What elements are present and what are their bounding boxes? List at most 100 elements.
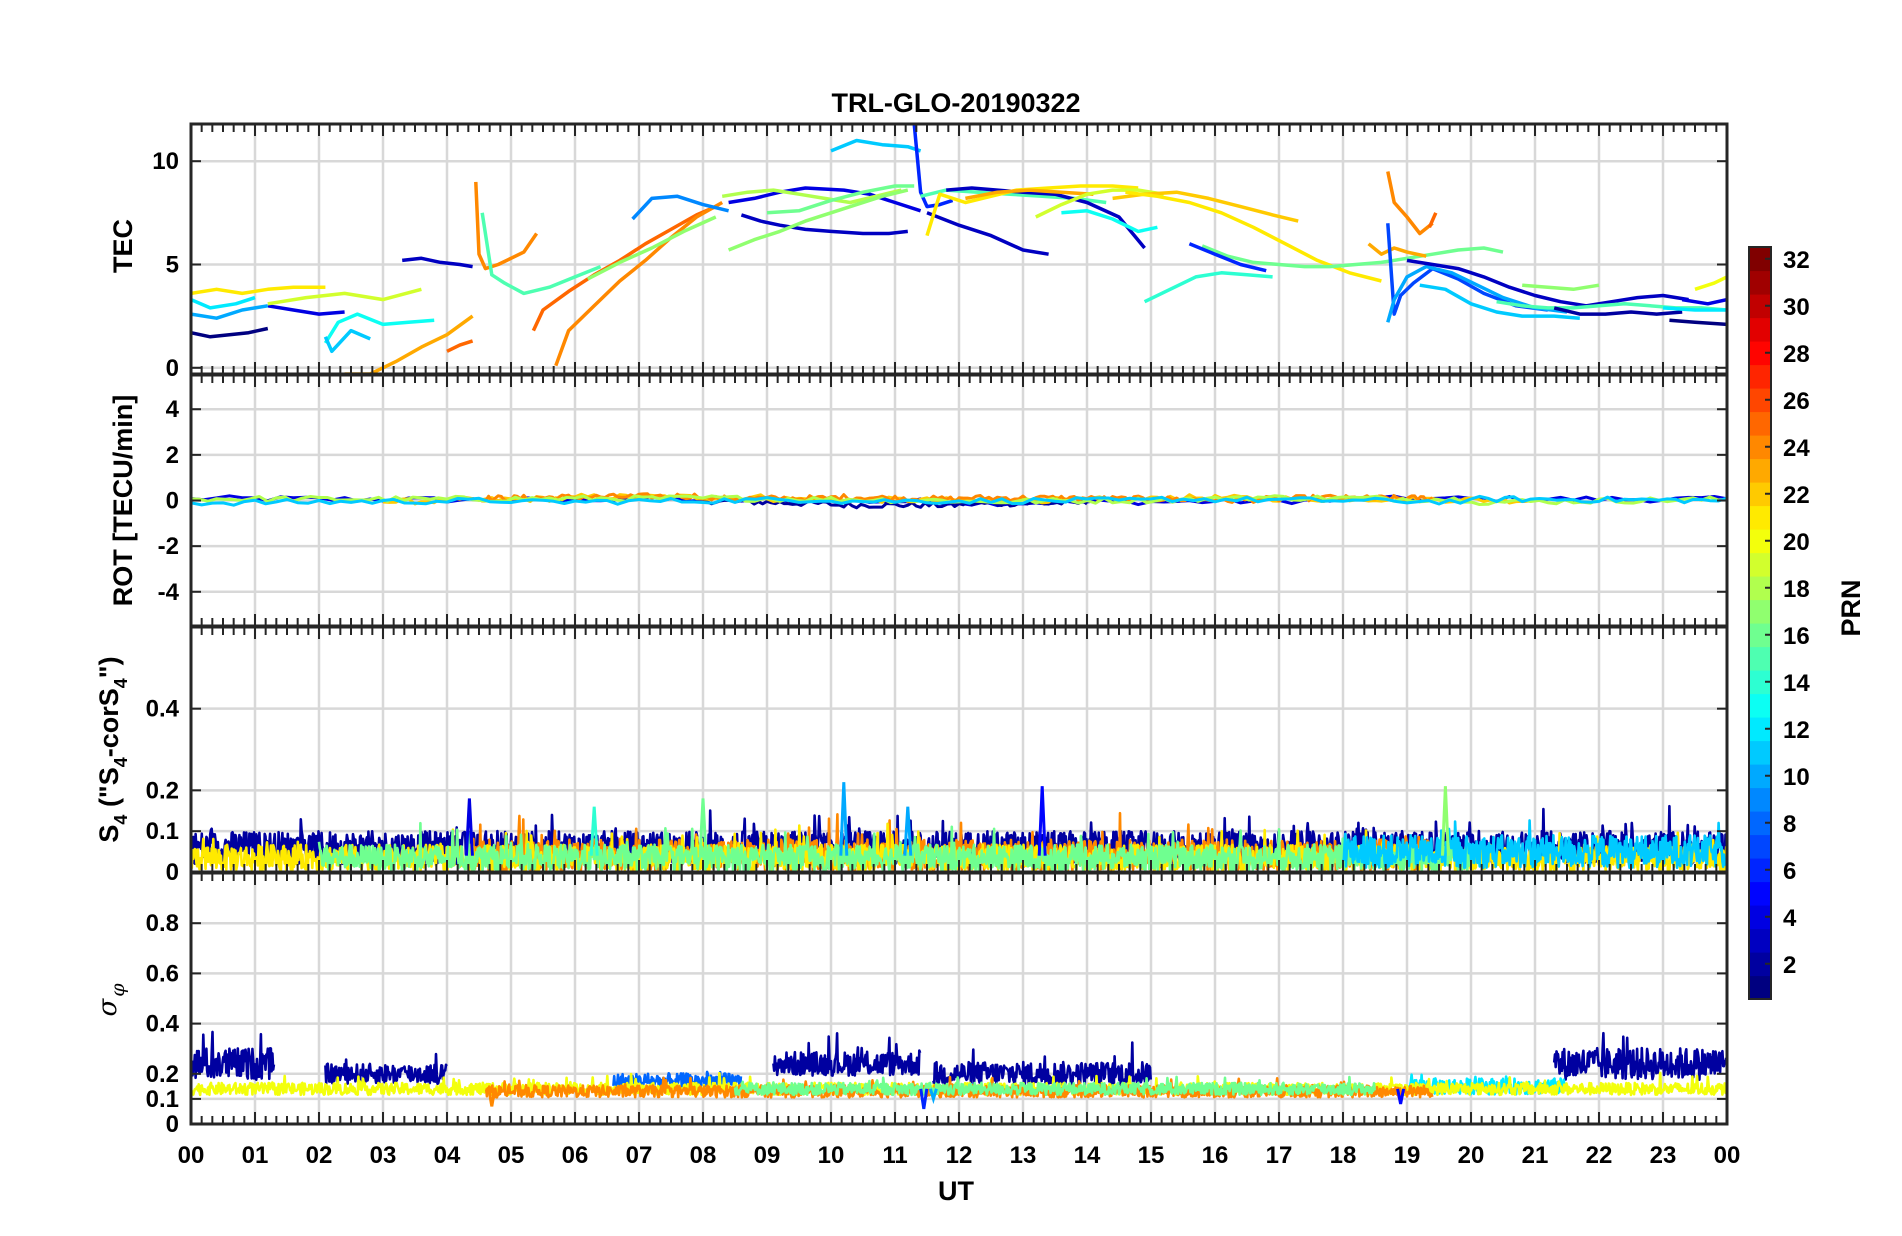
- series-prn-6: [912, 124, 954, 209]
- series-prn-1: [191, 326, 269, 339]
- x-tick-label: 14: [1074, 1142, 1101, 1169]
- series-prn-3: [946, 186, 1146, 250]
- series-prn-24: [478, 492, 1434, 504]
- colorbar-segment: [1749, 505, 1771, 530]
- y-axis-label: σφ: [93, 983, 129, 1017]
- series-prn-25: [1427, 212, 1438, 229]
- series-prn-15: [480, 212, 602, 296]
- series-prn-16: [766, 184, 915, 215]
- x-tick-label: 20: [1458, 1142, 1485, 1169]
- y-tick-label: 0.4: [146, 696, 180, 723]
- x-minor-ticks: [190, 375, 1728, 626]
- spike-prn-10: [928, 1088, 938, 1105]
- colorbar-segment: [1749, 552, 1771, 577]
- series-prn-4: [267, 304, 345, 316]
- colorbar-segment: [1749, 364, 1771, 389]
- series-prn-3: [926, 211, 1049, 256]
- colorbar-tick-label: 12: [1783, 717, 1810, 744]
- colorbar-label: PRN: [1836, 579, 1866, 636]
- y-tick-label: 0.2: [146, 777, 179, 804]
- noise-prn-2: [1552, 1031, 1727, 1081]
- colorbar-segment: [1749, 317, 1771, 342]
- colorbar-tick-label: 26: [1783, 388, 1810, 415]
- series-prn-11: [830, 138, 922, 153]
- colorbar-tick-label: 16: [1783, 623, 1810, 650]
- x-tick-label: 07: [626, 1142, 653, 1169]
- panel-3: 0 0.1 0.2 0.4 S4 ("S4-corS4"): [94, 625, 1729, 886]
- x-tick-label: 05: [498, 1142, 525, 1169]
- colorbar-tick-label: 14: [1783, 670, 1810, 697]
- x-tick-label: 08: [690, 1142, 717, 1169]
- series-prn-11: [1419, 283, 1580, 320]
- colorbar-segment: [1749, 764, 1771, 789]
- x-tick-label: 21: [1522, 1142, 1549, 1169]
- colorbar-segment: [1749, 646, 1771, 671]
- x-tick-label: 19: [1394, 1142, 1421, 1169]
- colorbar-segment: [1749, 482, 1771, 507]
- series-prn-6: [1188, 242, 1267, 273]
- colorbar-segment: [1749, 270, 1771, 295]
- series-prn-21: [1125, 190, 1382, 283]
- colorbar-segment: [1749, 693, 1771, 718]
- noise-prn-2: [932, 1041, 1152, 1087]
- panel-1: 0 5 10 TEC: [108, 122, 1729, 382]
- colorbar-segment: [1749, 411, 1771, 436]
- y-tick-label: 0.8: [146, 910, 179, 937]
- colorbar-tick-label: 18: [1783, 576, 1810, 603]
- panel-4: 00.10.2 0.4 0.6 0.8 σφ: [93, 871, 1729, 1138]
- series-prn-11: [191, 494, 1727, 507]
- noise-prn-2: [191, 1030, 276, 1081]
- series-prn-24: [1386, 171, 1434, 236]
- noise-prn-11: [1341, 819, 1727, 870]
- x-tick-label: 15: [1138, 1142, 1165, 1169]
- colorbar-segment: [1749, 388, 1771, 413]
- spike-prn-14: [589, 806, 599, 856]
- x-tick-label: 02: [306, 1142, 333, 1169]
- colorbar-segment: [1749, 294, 1771, 319]
- noise-prn-2: [772, 1032, 922, 1077]
- y-tick-label: 0: [166, 488, 179, 515]
- y-axis-label: S4 ("S4-corS4"): [94, 656, 131, 842]
- series-prn-4: [728, 186, 922, 213]
- spike-prn-4: [464, 798, 474, 856]
- series-prn-1: [1669, 318, 1727, 327]
- y-axis-label: TEC: [108, 219, 138, 273]
- colorbar-frame: [1748, 246, 1772, 1000]
- series-prn-12: [1662, 306, 1727, 312]
- spike-prn-6: [919, 1088, 929, 1110]
- colorbar-segment: [1749, 576, 1771, 601]
- series-prn-10: [191, 304, 269, 320]
- series-prn-25: [531, 204, 717, 332]
- colorbar-segment: [1749, 458, 1771, 483]
- series-prn-24: [554, 200, 724, 367]
- colorbar-segment: [1749, 928, 1771, 953]
- noise-prn-16: [733, 1075, 1376, 1097]
- colorbar-segment: [1749, 623, 1771, 648]
- x-tick-label: 00: [1714, 1142, 1741, 1169]
- x-tick-label: 04: [434, 1142, 461, 1169]
- colorbar-segment: [1749, 670, 1771, 695]
- colorbar-segment: [1749, 435, 1771, 460]
- series-prn-23: [1367, 242, 1427, 258]
- y-tick-label: 0.6: [146, 960, 179, 987]
- series-prn-3: [740, 213, 908, 236]
- x-tick-label: 03: [370, 1142, 397, 1169]
- series-prn-23: [965, 188, 1094, 201]
- x-tick-label: 16: [1202, 1142, 1229, 1169]
- colorbar-tick-label: 22: [1783, 482, 1810, 509]
- x-tick-label: 17: [1266, 1142, 1293, 1169]
- y-tick-label: 2: [166, 442, 179, 469]
- series-prn-3: [402, 256, 473, 269]
- x-tick-label: 11: [882, 1142, 907, 1169]
- spike-prn-5: [1037, 786, 1047, 856]
- y-tick-label: 0: [166, 859, 179, 886]
- colorbar-tick-label: 8: [1783, 811, 1796, 838]
- x-tick-label: 22: [1586, 1142, 1613, 1169]
- x-tick-label: 13: [1010, 1142, 1037, 1169]
- colorbar-tick-label: 2: [1783, 952, 1796, 979]
- colorbar-segment: [1749, 834, 1771, 859]
- y-tick-label: 0: [166, 1111, 179, 1138]
